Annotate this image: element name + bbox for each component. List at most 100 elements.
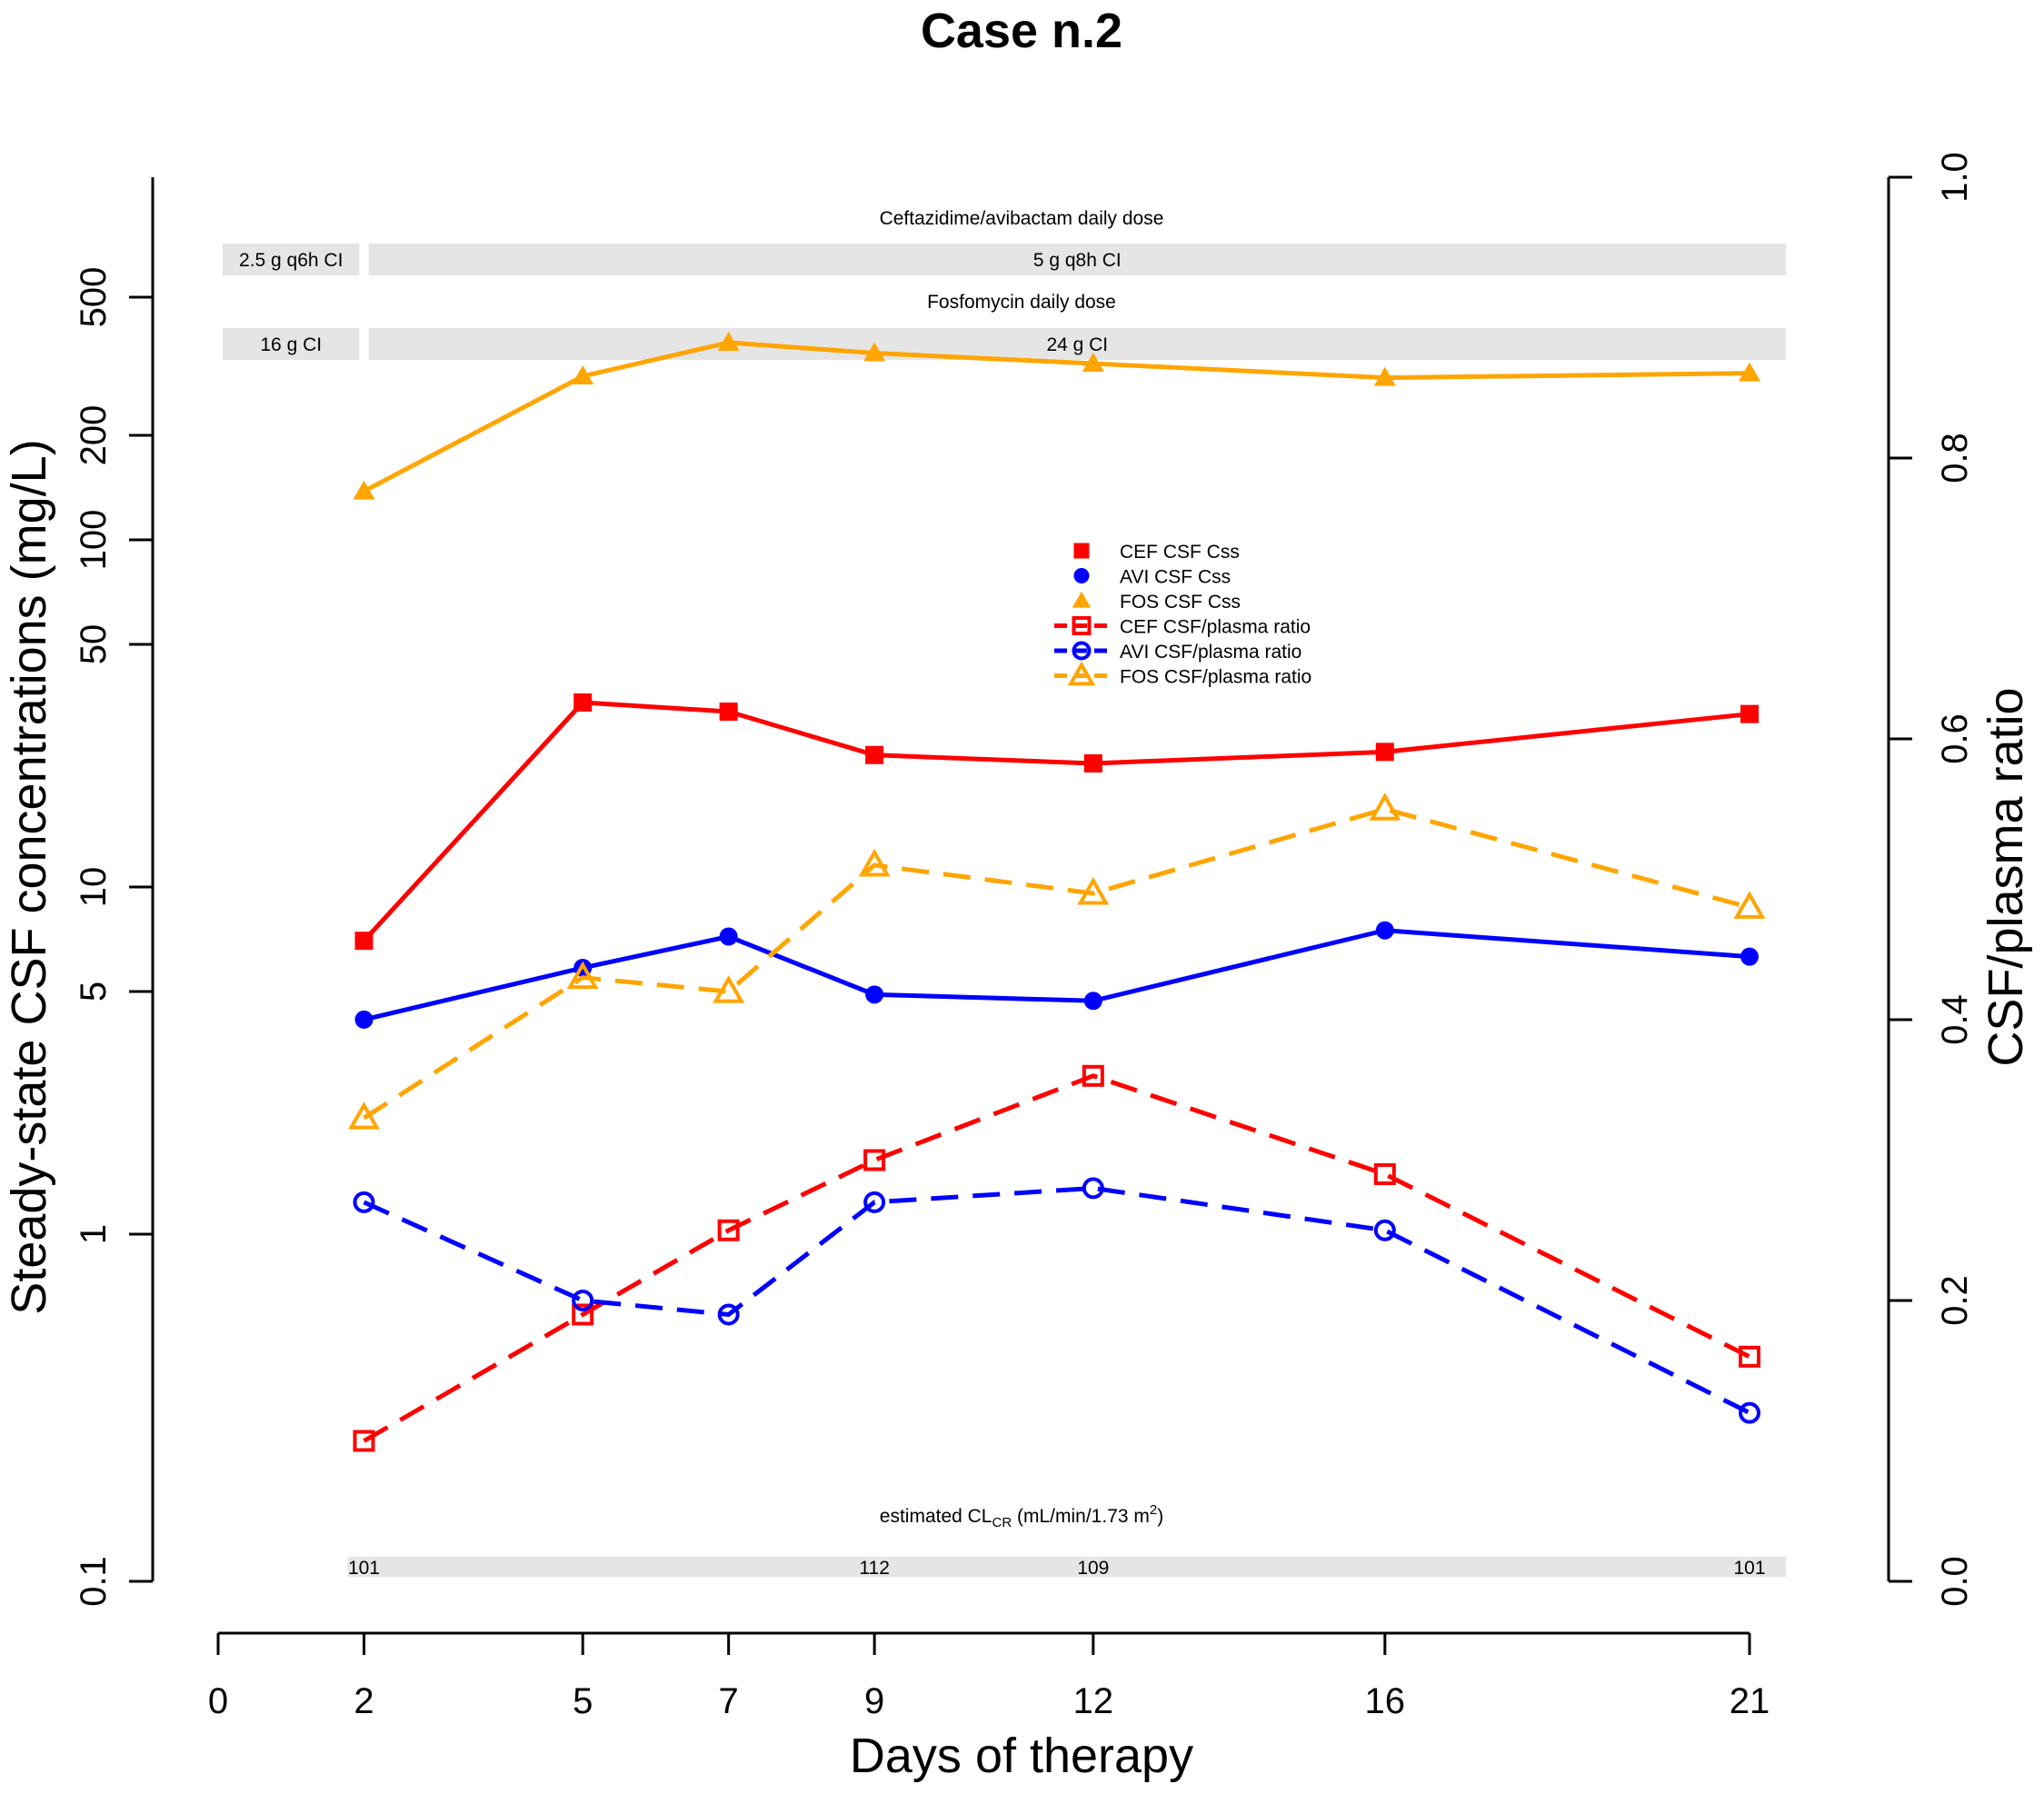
series-fos-csf-css [353,331,1760,500]
cef-avi-dose-title: Ceftazidime/avibactam daily dose [880,208,1164,229]
data-point-cef-csf-css [1740,704,1759,723]
series-line-cef-csf-css [362,700,1750,942]
y-left-tick-label: 5 [74,982,114,1002]
data-point-avi-csf-plasma-ratio [717,1303,740,1326]
crcl-value: 101 [348,1558,380,1579]
fos-dose-band [223,328,360,360]
cef-avi-dose-label: 2.5 g q6h CI [239,250,343,271]
crcl-value: 101 [1733,1558,1765,1579]
legend-marker [1072,591,1092,608]
legend-item: CEF CSF Css [1073,542,1240,563]
data-point-avi-csf-css [865,985,884,1004]
data-point-cef-csf-plasma-ratio [353,1430,375,1452]
crcl-value: 109 [1077,1558,1109,1579]
data-point-avi-csf-plasma-ratio [353,1191,375,1213]
legend: CEF CSF Css AVI CSF Css FOS CSF Css CEF CSF… [1054,542,1311,688]
data-point-avi-csf-css [1083,992,1102,1011]
x-tick-label: 2 [354,1681,374,1721]
data-point-fos-csf-css [572,364,594,384]
series-line-fos-csf-plasma-ratio [363,806,1750,1121]
data-point-cef-csf-css [573,693,593,712]
series-line-cef-csf-plasma-ratio [363,1073,1751,1443]
data-point-cef-csf-plasma-ratio [717,1219,740,1241]
legend-marker [1067,661,1096,686]
legend-label: FOS CSF Css [1120,592,1241,613]
data-point-fos-csf-css [717,331,740,351]
y-right-tick-label: 0.4 [1935,994,1975,1045]
cef-avi-dose-band [368,244,1787,275]
data-point-fos-csf-css [1739,362,1760,382]
x-tick-label: 12 [1073,1681,1114,1721]
series-avi-csf-plasma-ratio [353,1177,1760,1424]
series-fos-csf-plasma-ratio [348,792,1766,1130]
fos-dose-label: 24 g CI [1046,334,1108,355]
y-axis-right-label: CSF/plasma ratio [1979,687,2033,1066]
y-right-tick-label: 0.8 [1935,433,1975,483]
crcl-title: estimated CLCR (mL/min/1.73 m2) [880,1502,1163,1530]
data-point-avi-csf-plasma-ratio [1082,1177,1104,1200]
data-point-fos-csf-css [353,480,375,500]
legend-item: CEF CSF/plasma ratio [1054,616,1311,638]
data-point-cef-csf-plasma-ratio [1373,1162,1396,1185]
x-axis-label: Days of therapy [850,1729,1193,1783]
data-point-avi-csf-css [1740,947,1759,966]
fos-dose-band [368,328,1787,360]
legend-item: FOS CSF/plasma ratio [1054,661,1311,688]
data-point-fos-csf-plasma-ratio [1077,876,1110,905]
crcl-value: 112 [859,1558,889,1579]
data-point-fos-csf-plasma-ratio [566,961,599,990]
legend-marker [1073,543,1090,559]
x-tick-label: 16 [1365,1681,1406,1721]
series-line-avi-csf-css [363,928,1750,1022]
series-cef-csf-css [354,693,1759,951]
crcl-band [347,1557,1787,1577]
axes: 0.1 1 5 10 50 100 200 500 0.0 0.2 0.4 0.6 0.8 1.0 0 2 5 7… [74,152,1975,1721]
data-point-avi-csf-css [719,927,738,946]
y-left-tick-label: 1 [74,1224,114,1244]
legend-label: AVI CSF/plasma ratio [1120,642,1301,663]
legend-label: CEF CSF Css [1120,542,1240,563]
x-tick-label: 0 [208,1681,228,1721]
data-point-avi-csf-css [354,1010,374,1029]
legend-marker [1072,616,1092,635]
series-line-fos-csf-css [363,340,1750,493]
legend-label: FOS CSF/plasma ratio [1120,667,1311,688]
data-point-fos-csf-css [1373,366,1396,386]
data-point-cef-csf-plasma-ratio [1739,1345,1760,1368]
y-right-tick-label: 0.2 [1935,1275,1975,1326]
data-point-cef-csf-css [865,745,884,764]
y-left-tick-label: 500 [74,267,114,328]
y-left-tick-label: 0.1 [74,1556,114,1607]
x-tick-label: 21 [1730,1681,1770,1721]
series-line-avi-csf-plasma-ratio [363,1185,1751,1415]
y-left-tick-label: 10 [74,867,114,908]
x-tick-label: 9 [864,1681,884,1721]
data-point-fos-csf-plasma-ratio [1733,891,1766,919]
data-point-avi-csf-css [1375,921,1394,940]
y-right-tick-label: 1.0 [1935,152,1975,203]
data-point-cef-csf-css [1375,743,1394,762]
y-right-tick-label: 0.0 [1935,1556,1975,1607]
legend-item: FOS CSF Css [1072,591,1241,613]
x-tick-label: 7 [719,1681,739,1721]
data-point-avi-csf-plasma-ratio [1739,1401,1760,1424]
data-point-cef-csf-plasma-ratio [572,1303,594,1326]
legend-label: CEF CSF/plasma ratio [1120,617,1311,638]
y-right-tick-label: 0.6 [1935,713,1975,764]
data-point-cef-csf-css [719,703,738,722]
legend-marker [1073,568,1090,583]
y-left-tick-label: 50 [74,624,114,665]
data-point-fos-csf-plasma-ratio [858,849,891,877]
data-point-avi-csf-plasma-ratio [863,1191,886,1213]
y-axis-left-label: Steady-state CSF concentrations (mg/L) [2,439,56,1314]
data-point-avi-csf-plasma-ratio [1373,1219,1396,1241]
y-left-tick-label: 100 [74,510,114,571]
series-layer [348,331,1766,1452]
data-point-avi-csf-plasma-ratio [572,1290,594,1311]
data-point-cef-csf-css [1083,753,1102,772]
data-point-fos-csf-css [1082,352,1104,372]
data-point-fos-csf-plasma-ratio [348,1101,380,1130]
data-point-fos-csf-css [863,342,886,362]
legend-item: AVI CSF Css [1073,567,1231,588]
